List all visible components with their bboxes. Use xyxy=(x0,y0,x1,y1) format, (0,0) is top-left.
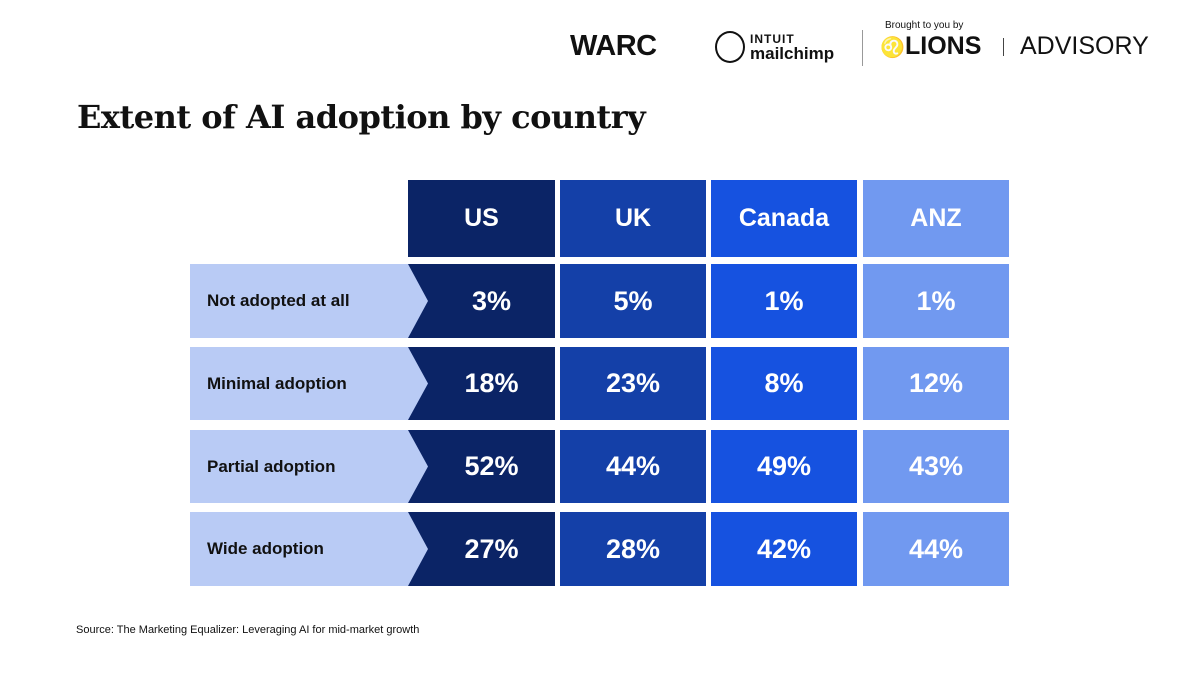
table-cell: 5% xyxy=(560,264,706,338)
table-cell: 8% xyxy=(711,347,857,420)
warc-logo: WARC xyxy=(570,30,657,62)
table-cell: 18% xyxy=(408,347,555,420)
table-cell: 43% xyxy=(863,430,1009,503)
column-header-anz: ANZ xyxy=(863,180,1009,257)
table-cell: 3% xyxy=(408,264,555,338)
divider xyxy=(862,30,863,66)
table-cell: 1% xyxy=(863,264,1009,338)
column-header-canada: Canada xyxy=(711,180,857,257)
table-cell: 1% xyxy=(711,264,857,338)
column-header-uk: UK xyxy=(560,180,706,257)
table-cell: 28% xyxy=(560,512,706,586)
divider xyxy=(1003,38,1004,56)
table-cell: 52% xyxy=(408,430,555,503)
table-cell: 27% xyxy=(408,512,555,586)
table-cell: 12% xyxy=(863,347,1009,420)
mailchimp-icon xyxy=(715,31,745,63)
row-label: Wide adoption xyxy=(190,512,428,586)
source-note: Source: The Marketing Equalizer: Leverag… xyxy=(76,624,420,636)
chart-title: Extent of AI adoption by country xyxy=(77,98,646,136)
table-cell: 23% xyxy=(560,347,706,420)
brought-to-you-by: Brought to you by xyxy=(885,20,964,31)
advisory-logo: ADVISORY xyxy=(1020,32,1149,60)
table-cell: 44% xyxy=(560,430,706,503)
lions-logo: LIONS xyxy=(905,32,982,60)
table-cell: 49% xyxy=(711,430,857,503)
table-cell: 44% xyxy=(863,512,1009,586)
mailchimp-logo: mailchimp xyxy=(750,44,835,63)
table-cell: 42% xyxy=(711,512,857,586)
intuit-logo: INTUIT xyxy=(750,32,795,46)
column-header-us: US xyxy=(408,180,555,257)
lion-icon: ♌ xyxy=(880,37,905,59)
row-label: Not adopted at all xyxy=(190,264,428,338)
row-label: Minimal adoption xyxy=(190,347,428,420)
row-label: Partial adoption xyxy=(190,430,428,503)
